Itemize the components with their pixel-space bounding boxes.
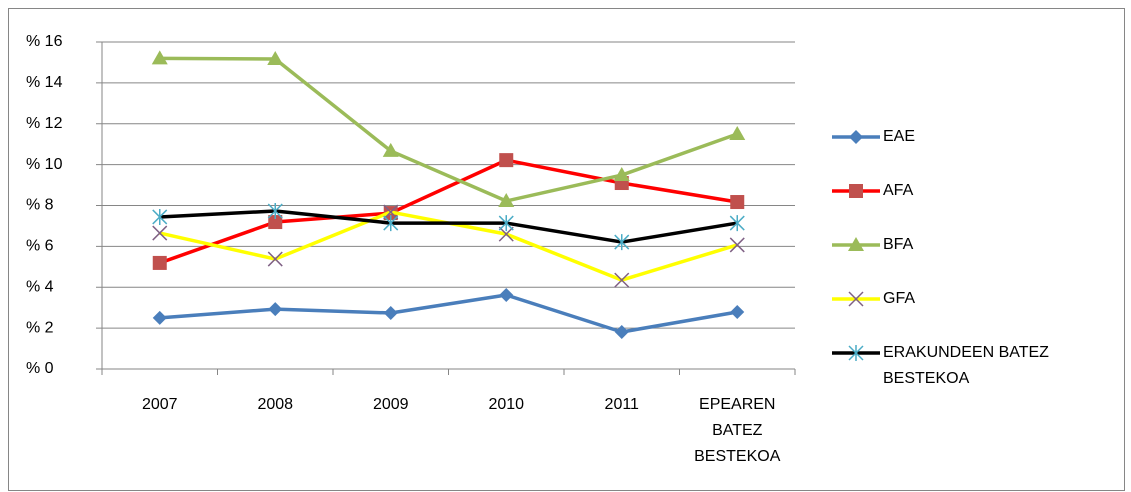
- x-tick-label: 2010: [488, 396, 525, 413]
- x-tick-label: EPEAREN BATEZ BESTEKOA: [694, 396, 781, 465]
- marker: [268, 215, 283, 230]
- marker: [848, 291, 864, 307]
- legend-label: BFA: [883, 236, 914, 253]
- series-line: [159, 56, 738, 203]
- y-tick-label: % 16: [26, 33, 63, 50]
- marker: [267, 251, 283, 267]
- y-tick-label: % 4: [26, 278, 54, 295]
- marker: [267, 50, 284, 65]
- x-tick-label: 2011: [604, 396, 639, 413]
- y-tick-label: % 2: [26, 319, 54, 336]
- marker: [498, 193, 515, 208]
- marker: [614, 325, 629, 340]
- marker: [152, 255, 167, 270]
- marker: [152, 310, 167, 325]
- marker: [151, 50, 168, 65]
- marker: [498, 215, 514, 232]
- marker: [383, 204, 399, 220]
- y-tick-label: % 0: [26, 360, 54, 377]
- legend-label: AFA: [883, 182, 914, 199]
- marker: [849, 184, 863, 198]
- marker: [848, 237, 864, 251]
- marker: [614, 272, 630, 288]
- marker: [383, 215, 399, 232]
- x-tick-label: 2007: [141, 396, 178, 413]
- legend-label: ERAKUNDEEN BATEZ BESTEKOA: [883, 344, 1049, 387]
- marker: [499, 288, 514, 303]
- marker: [267, 203, 283, 220]
- y-tick-label: % 12: [26, 115, 63, 132]
- marker: [152, 208, 168, 225]
- marker: [849, 130, 863, 144]
- x-tick-label: 2009: [372, 396, 409, 413]
- y-tick-label: % 14: [26, 74, 63, 91]
- legend-label: EAE: [883, 128, 916, 145]
- marker: [498, 226, 514, 242]
- marker: [730, 195, 745, 210]
- marker: [613, 167, 630, 182]
- marker: [730, 304, 745, 319]
- y-tick-label: % 8: [26, 197, 54, 214]
- x-tick-label: 2008: [257, 396, 294, 413]
- marker: [152, 225, 168, 241]
- marker: [499, 153, 514, 168]
- series-line: [159, 293, 738, 334]
- marker: [382, 142, 399, 157]
- y-tick-label: % 6: [26, 238, 54, 255]
- series-line: [159, 158, 738, 265]
- marker: [268, 302, 283, 317]
- marker: [614, 234, 630, 251]
- marker: [729, 237, 745, 253]
- marker: [848, 345, 864, 361]
- marker: [729, 125, 746, 140]
- legend-label: GFA: [883, 290, 916, 307]
- marker: [729, 215, 745, 232]
- marker: [383, 306, 398, 321]
- y-tick-label: % 10: [26, 156, 63, 173]
- series-line: [159, 209, 738, 244]
